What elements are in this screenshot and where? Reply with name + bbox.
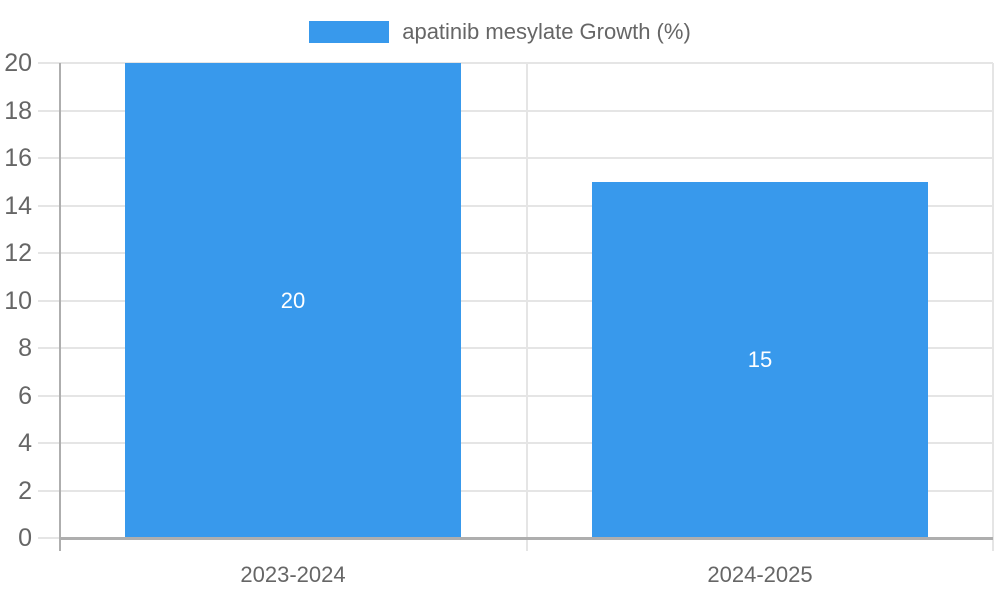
gridline: [38, 157, 993, 159]
bar-value-label: 15: [747, 347, 773, 372]
gridline: [38, 252, 993, 254]
y-axis-tick-label: 10: [4, 287, 32, 315]
x-axis-tick: [992, 538, 994, 551]
bar-value-label: 20: [280, 287, 306, 313]
gridline: [38, 300, 993, 302]
gridline: [38, 205, 993, 207]
category-boundary-line: [992, 63, 994, 538]
y-axis-tick-label: 20: [4, 49, 32, 77]
y-axis-tick-label: 12: [4, 239, 32, 267]
y-axis-tick-label: 18: [4, 97, 32, 125]
gridline: [38, 442, 993, 444]
category-boundary-line: [526, 63, 528, 538]
y-axis-tick-label: 14: [4, 192, 32, 220]
y-axis-tick-label: 0: [18, 524, 32, 552]
bar: 20: [125, 63, 461, 538]
y-axis-tick-label: 6: [18, 382, 32, 410]
gridline: [38, 62, 993, 64]
y-axis-tick-label: 2: [18, 477, 32, 505]
x-axis-label: 2023-2024: [240, 562, 346, 587]
y-axis-tick-label: 16: [4, 144, 32, 172]
x-axis-tick: [526, 538, 528, 551]
legend-label: apatinib mesylate Growth (%): [402, 19, 691, 44]
x-axis-label: 2024-2025: [707, 562, 813, 587]
x-axis-line: [60, 537, 993, 540]
gridline: [38, 395, 993, 397]
y-axis-line: [59, 63, 61, 551]
gridline: [38, 110, 993, 112]
chart-legend: apatinib mesylate Growth (%): [0, 19, 1000, 45]
legend-swatch-icon: [309, 21, 390, 43]
gridline: [38, 347, 993, 349]
y-axis-tick-label: 4: [18, 429, 32, 457]
gridline: [38, 490, 993, 492]
y-axis-tick-label: 8: [18, 334, 32, 362]
bar: 15: [592, 182, 928, 538]
